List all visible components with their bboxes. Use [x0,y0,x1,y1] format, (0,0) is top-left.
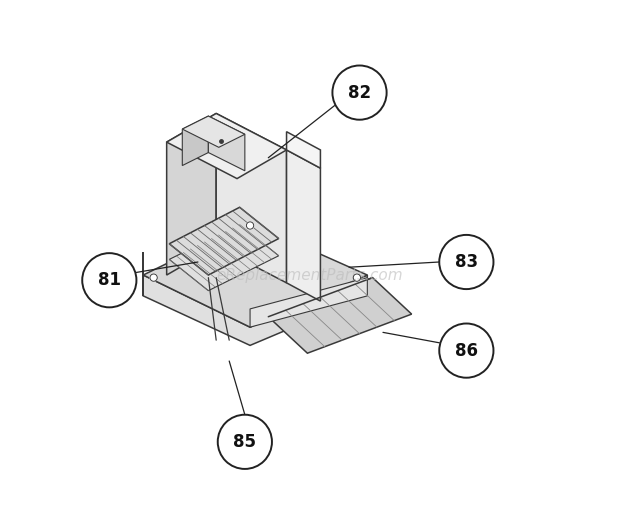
Circle shape [353,274,361,281]
Polygon shape [143,275,367,345]
Circle shape [439,235,494,289]
Circle shape [246,222,254,229]
Circle shape [150,274,157,281]
Polygon shape [216,114,286,283]
Polygon shape [208,116,245,171]
Polygon shape [143,223,367,327]
Polygon shape [182,116,245,147]
Polygon shape [286,150,321,301]
Polygon shape [167,114,216,275]
Circle shape [218,414,272,469]
Text: eReplacementParts.com: eReplacementParts.com [216,268,404,282]
Text: 81: 81 [98,271,121,289]
Polygon shape [286,132,321,168]
Polygon shape [167,114,286,179]
Text: 82: 82 [348,84,371,102]
Polygon shape [169,224,279,291]
Polygon shape [268,278,412,353]
Polygon shape [250,278,367,327]
Polygon shape [169,208,279,275]
Polygon shape [182,116,208,166]
Circle shape [332,66,387,119]
Text: 83: 83 [455,253,478,271]
Text: 86: 86 [455,342,478,359]
Circle shape [82,253,136,308]
Text: 85: 85 [233,433,256,451]
Circle shape [439,323,494,378]
